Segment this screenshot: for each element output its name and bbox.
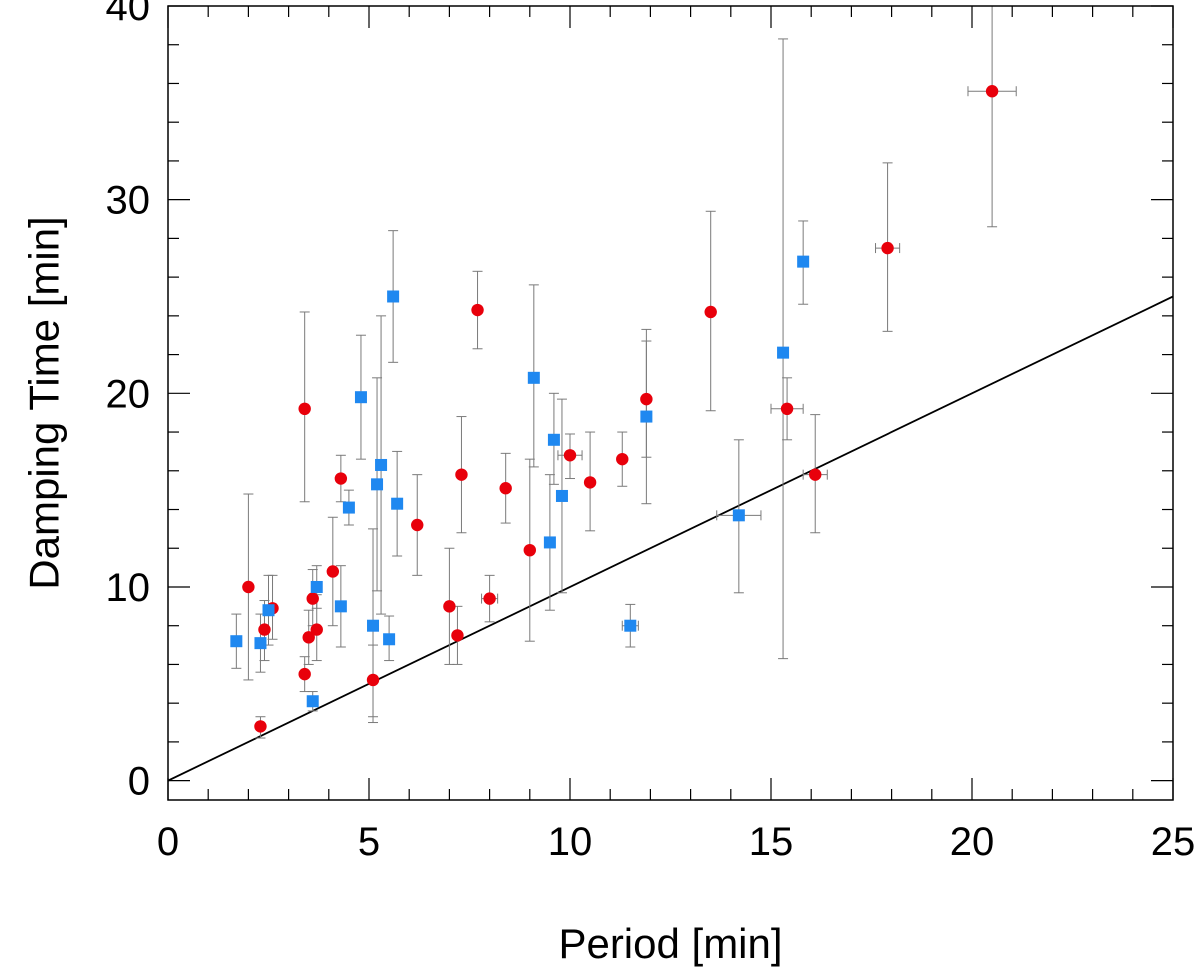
blue-square-point	[306, 695, 319, 708]
y-tick-label: 20	[106, 372, 151, 416]
x-tick-label: 0	[157, 820, 179, 864]
y-tick-label: 0	[128, 760, 150, 804]
red-circle-point	[780, 402, 794, 416]
red-circle-point	[881, 241, 894, 255]
blue-square-point	[334, 600, 347, 613]
red-circle-point	[640, 392, 653, 406]
blue-square-point	[777, 346, 790, 359]
reference-line-y-equals-x	[168, 295, 1173, 782]
red-circle-point	[302, 631, 315, 644]
blue-square-point	[391, 497, 404, 510]
blue-square-point	[254, 637, 267, 650]
axis-ticks	[167, 5, 1174, 800]
blue-square-point	[387, 290, 400, 303]
blue-square-point	[527, 371, 540, 384]
red-circle-point	[443, 600, 456, 613]
x-tick-label: 20	[950, 820, 995, 864]
x-tick-label: 15	[749, 820, 794, 864]
red-circle-point	[298, 667, 311, 681]
red-circle-point	[366, 673, 380, 687]
x-tick-label: 10	[548, 820, 593, 864]
blue-square-point	[375, 458, 388, 471]
red-circle-point	[411, 518, 424, 532]
red-circle-point	[326, 565, 340, 578]
y-axis-title: Damping Time [min]	[21, 216, 68, 589]
blue-square-point	[624, 619, 637, 632]
red-circle-point	[298, 402, 311, 416]
red-circle-point	[483, 592, 496, 605]
red-circle-point	[310, 623, 323, 636]
reference-line-layer	[168, 295, 1173, 782]
red-circle-point	[334, 472, 348, 485]
blue-square-point	[310, 580, 323, 593]
red-circle-point	[616, 452, 629, 466]
y-tick-label: 10	[106, 566, 151, 610]
red-circle-point	[471, 303, 484, 317]
red-circle-point	[499, 482, 512, 495]
x-tick-label: 5	[358, 820, 380, 864]
red-circle-point	[985, 85, 999, 98]
x-tick-label: 25	[1151, 820, 1196, 864]
blue-square-point	[342, 501, 355, 514]
red-circle-point	[451, 629, 464, 642]
plot-frame	[167, 5, 1174, 801]
blue-square-point	[371, 478, 384, 491]
blue-square-point	[367, 619, 380, 632]
blue-square-point	[230, 635, 243, 648]
red-circle-point	[306, 592, 319, 605]
red-circle-point	[523, 543, 536, 557]
blue-square-point	[354, 391, 367, 404]
red-circle-point	[254, 720, 267, 733]
error-bars	[231, 6, 1017, 739]
y-tick-label: 30	[106, 179, 151, 223]
red-circle-point	[258, 623, 271, 636]
tick-labels: 0 5 10 15 20 25 0 10 20 30 40	[106, 0, 1196, 864]
y-tick-label: 40	[106, 0, 151, 29]
blue-square-point	[547, 433, 560, 446]
blue-square-point	[383, 633, 396, 646]
blue-square-point	[555, 489, 568, 502]
red-circle-point	[242, 580, 255, 594]
red-circle-point	[704, 305, 717, 319]
blue-square-point	[262, 604, 275, 617]
blue-square-point	[640, 410, 653, 423]
red-circle-point	[455, 468, 468, 481]
red-circle-point	[563, 449, 577, 462]
red-circle-point	[583, 476, 597, 489]
red-circle-point	[809, 468, 822, 481]
x-axis-title: Period [min]	[558, 920, 782, 967]
data-markers	[230, 85, 999, 733]
blue-square-point	[732, 509, 745, 522]
blue-square-point	[543, 536, 556, 549]
blue-square-point	[797, 255, 810, 268]
